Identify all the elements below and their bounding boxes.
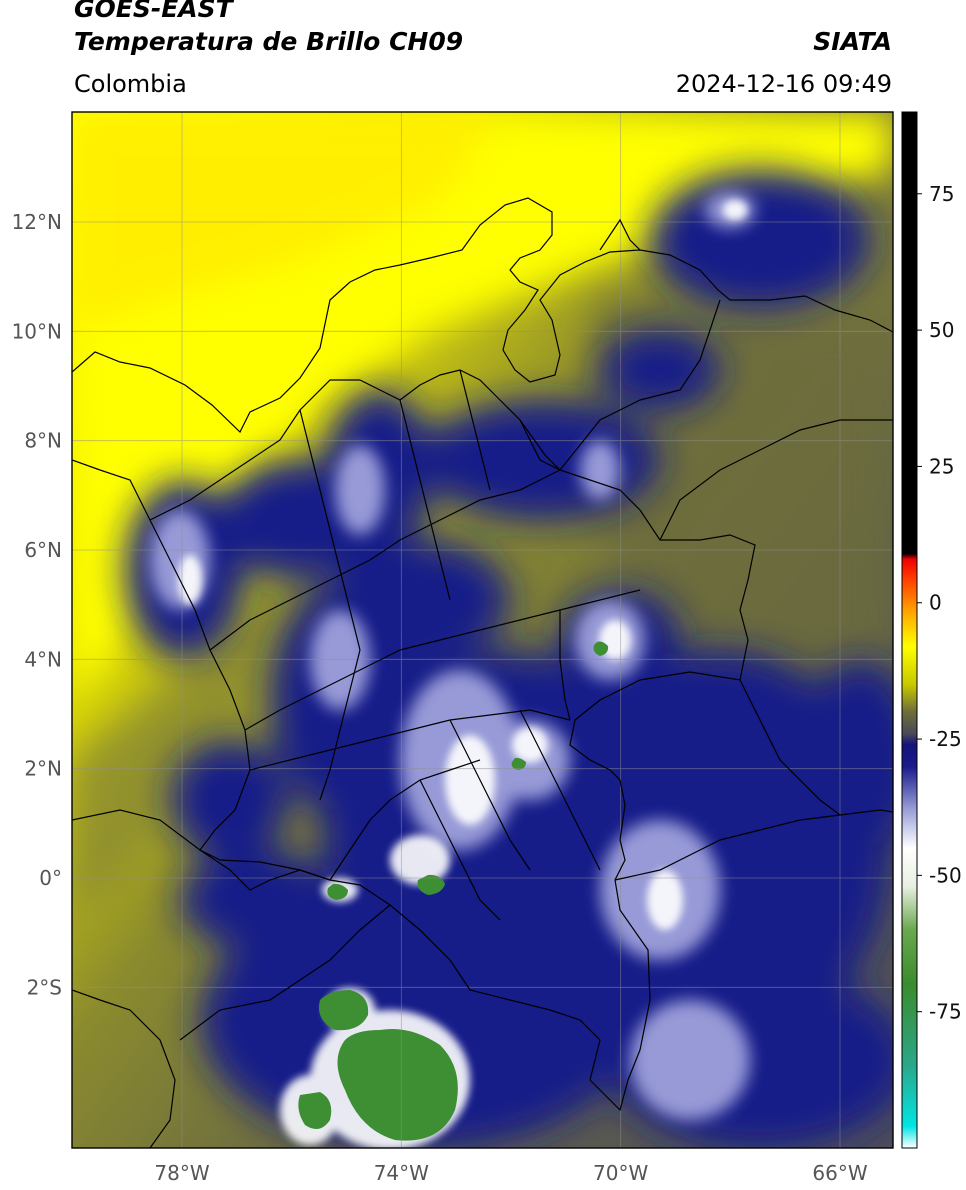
- lat-tick-label: 8°N: [24, 429, 62, 453]
- cold-cores: [298, 641, 609, 1141]
- lat-tick-label: 2°S: [27, 975, 62, 999]
- colorbar-tick-label: 50: [929, 318, 954, 342]
- colorbar-tick-label: 25: [929, 454, 954, 478]
- map-frame: [71, 111, 894, 1149]
- lat-tick-label: 12°N: [12, 210, 62, 234]
- lat-tick-label: 0°: [39, 866, 62, 890]
- lon-tick-label: 74°W: [374, 1161, 429, 1185]
- title-line2: Temperatura de Brillo CH09: [74, 27, 464, 56]
- colorbar-tick-label: 0: [929, 591, 942, 615]
- timestamp-label: 2024-12-16 09:49: [675, 70, 892, 98]
- lon-tick-labels: 78°W 74°W 70°W 66°W: [154, 1161, 867, 1185]
- lat-tick-label: 10°N: [12, 319, 62, 343]
- lat-tick-label: 6°N: [24, 538, 62, 562]
- lon-tick-label: 78°W: [154, 1161, 209, 1185]
- borders: [72, 197, 893, 1148]
- lon-tick-label: 66°W: [812, 1161, 867, 1185]
- region-label: Colombia: [74, 70, 187, 98]
- colorbar-tick-label: 75: [929, 182, 954, 206]
- satellite-field: [72, 112, 893, 1148]
- gridlines: [72, 112, 893, 1148]
- colorbar: 75 50 25 0 -25 -50 -75: [901, 111, 962, 1149]
- colorbar-ramp: [901, 111, 918, 1149]
- lat-tick-labels: 12°N 10°N 8°N 6°N 4°N 2°N 0° 2°S: [12, 210, 62, 999]
- colorbar-tick-label: -25: [929, 727, 962, 751]
- lat-tick-label: 4°N: [24, 647, 62, 671]
- colorbar-tick-label: -75: [929, 1000, 962, 1024]
- colorbar-tick-label: -50: [929, 863, 962, 887]
- organization-label: SIATA: [813, 27, 892, 56]
- lon-tick-label: 70°W: [593, 1161, 648, 1185]
- title-line1: GOES-EAST: [74, 0, 233, 23]
- lat-tick-label: 2°N: [24, 757, 62, 781]
